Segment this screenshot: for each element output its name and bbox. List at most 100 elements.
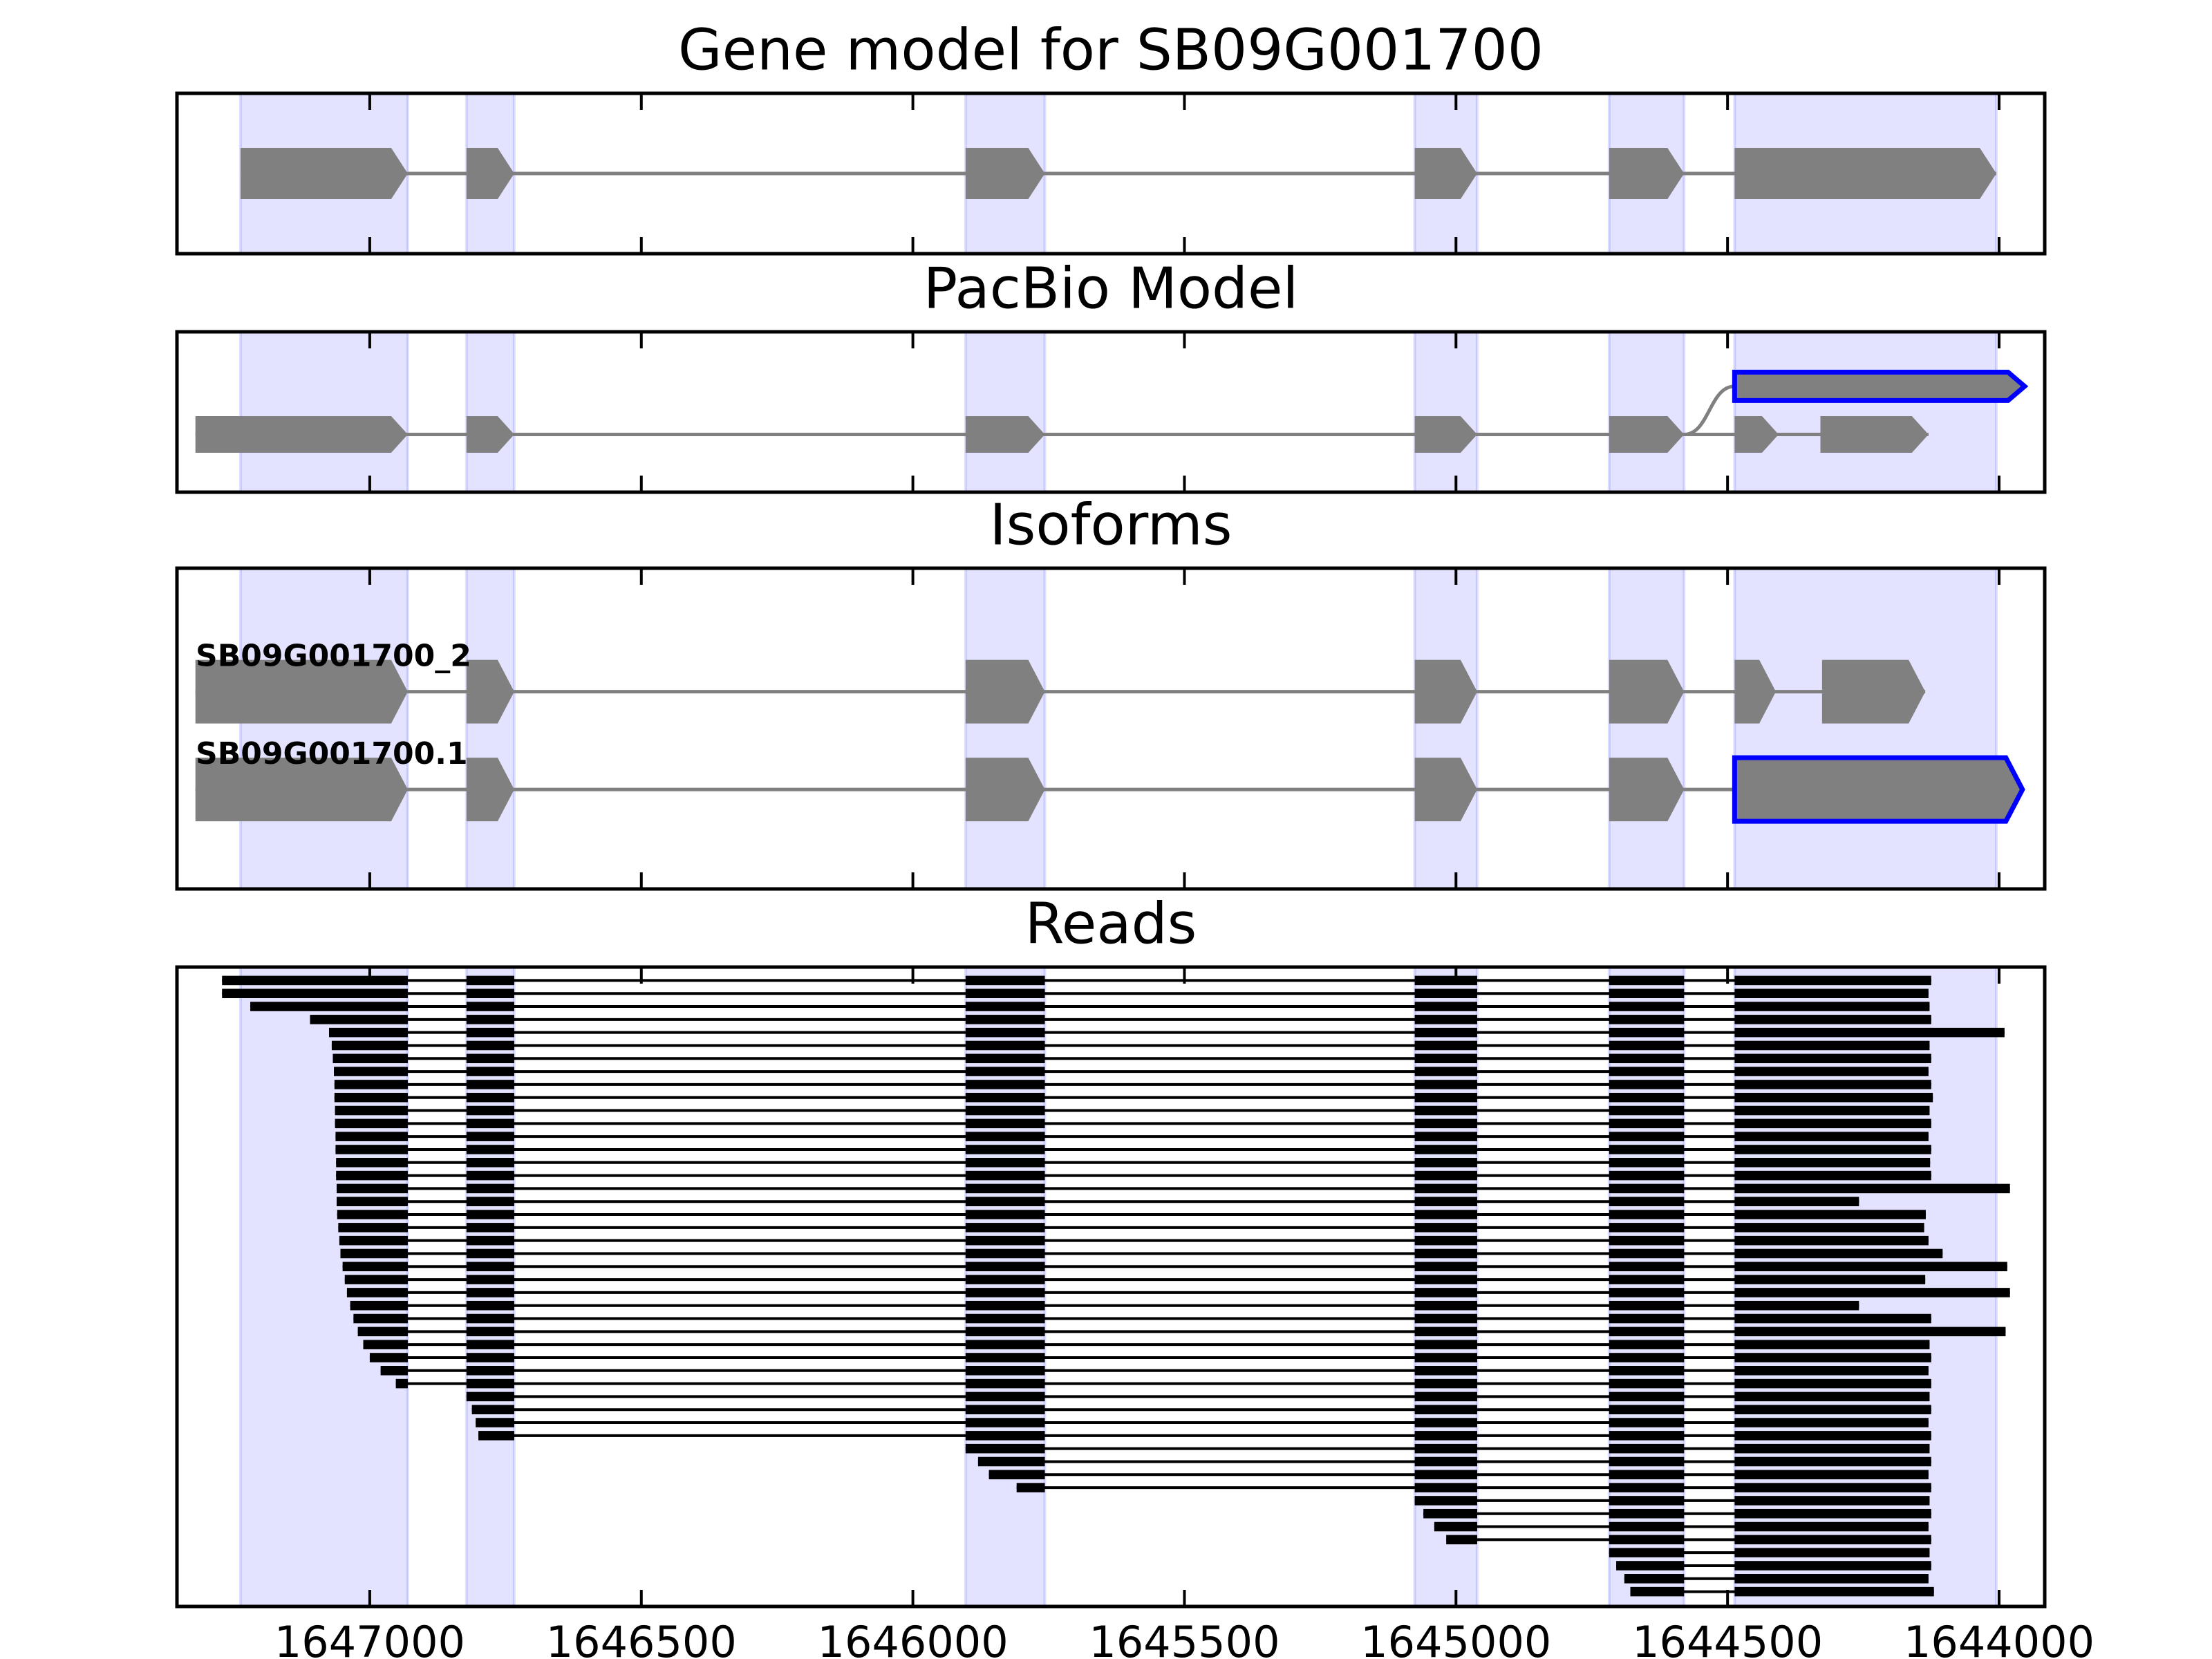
read-block	[1609, 1132, 1685, 1141]
read-block	[466, 1170, 514, 1181]
read-block	[1609, 1002, 1685, 1011]
exon	[1609, 659, 1685, 724]
read	[1446, 1535, 1931, 1545]
read-block	[1609, 1262, 1685, 1272]
read-block	[1414, 1197, 1477, 1206]
read-block	[344, 1275, 408, 1284]
read-block	[1609, 1521, 1685, 1532]
read-block	[1414, 1378, 1477, 1389]
read-block	[310, 1015, 408, 1024]
read-block	[965, 1145, 1045, 1154]
read-block	[1734, 1105, 1930, 1116]
read-block	[1609, 1210, 1685, 1219]
read	[350, 1300, 1859, 1311]
exon-shade	[465, 330, 516, 494]
read-block	[1734, 1366, 1929, 1376]
exon	[1414, 148, 1477, 199]
panel-title: Gene model for SB09G001700	[678, 17, 1544, 83]
read-block	[1734, 1158, 1931, 1168]
read-block	[1630, 1586, 1685, 1597]
read-block	[336, 1197, 408, 1206]
exon	[1732, 755, 2025, 824]
read-block	[1734, 1300, 1859, 1311]
read-block	[1734, 975, 1931, 986]
read-block	[1414, 1105, 1477, 1116]
exon	[195, 415, 408, 453]
read-block	[328, 1027, 408, 1038]
read	[395, 1378, 1931, 1389]
exon	[1734, 659, 1777, 724]
read-block	[466, 1197, 514, 1206]
read-block	[965, 1431, 1045, 1441]
read-block	[977, 1456, 1045, 1467]
read-block	[476, 1418, 514, 1427]
exon	[1414, 659, 1477, 724]
exon	[1821, 659, 1926, 724]
read-block	[1414, 1248, 1477, 1259]
read-block	[1734, 1223, 1924, 1232]
read-block	[1609, 1158, 1685, 1168]
read-block	[965, 1262, 1045, 1272]
read-block	[1609, 1145, 1685, 1154]
read-block	[965, 1118, 1045, 1129]
read-block	[466, 1223, 514, 1232]
read-block	[1624, 1574, 1685, 1584]
read-block	[1414, 975, 1477, 986]
read-block	[1734, 1561, 1931, 1571]
read-block	[1414, 1288, 1477, 1297]
read-block	[222, 988, 408, 998]
read-block	[1734, 1470, 1929, 1480]
read-block	[336, 1183, 408, 1194]
read-block	[1414, 1431, 1477, 1441]
read-block	[1414, 1313, 1477, 1324]
read-block	[1609, 1353, 1685, 1362]
read-block	[334, 1067, 408, 1076]
read-block	[1414, 1443, 1477, 1454]
read-block	[466, 975, 514, 986]
read-block	[1414, 1183, 1477, 1194]
read-block	[1609, 1340, 1685, 1349]
read-block	[1609, 975, 1685, 986]
exon-shade	[1733, 330, 1998, 494]
read	[334, 1080, 1931, 1089]
read-block	[965, 1197, 1045, 1206]
read-block	[1609, 1275, 1685, 1284]
read-block	[1414, 1405, 1477, 1414]
exon	[1820, 415, 1929, 453]
read-block	[466, 1002, 514, 1011]
read-block	[331, 1040, 408, 1051]
read-block	[1609, 1197, 1685, 1206]
read-block	[1609, 1443, 1685, 1454]
read-block	[1414, 1067, 1477, 1076]
read	[336, 1170, 1931, 1181]
read	[353, 1313, 1931, 1324]
read-block	[965, 988, 1045, 998]
read-block	[965, 1288, 1045, 1297]
read-block	[965, 1275, 1045, 1284]
read-block	[466, 1313, 514, 1324]
read-block	[335, 1132, 408, 1141]
read	[1616, 1561, 1931, 1571]
read	[334, 1067, 1929, 1076]
read-block	[965, 1067, 1045, 1076]
exon	[466, 415, 514, 453]
read-block	[1609, 1053, 1685, 1064]
exon-shade	[1607, 330, 1686, 494]
read-block	[1414, 1327, 1477, 1337]
isoform-label: SB09G001700.1	[196, 736, 468, 771]
read-block	[965, 1210, 1045, 1219]
read-block	[342, 1262, 408, 1272]
read-block	[466, 1105, 514, 1116]
read-block	[965, 1092, 1045, 1103]
read-block	[1609, 1015, 1685, 1024]
read-block	[1609, 1118, 1685, 1129]
x-tick-label: 1646500	[546, 1617, 737, 1659]
read	[342, 1262, 2007, 1272]
read-block	[1414, 1002, 1477, 1011]
read-block	[1609, 1223, 1685, 1232]
read	[336, 1158, 1931, 1168]
exon	[240, 148, 408, 199]
read-block	[222, 975, 408, 986]
read-block	[1414, 988, 1477, 998]
